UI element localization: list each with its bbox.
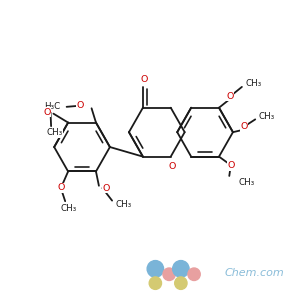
Text: O: O: [77, 101, 84, 110]
Text: O: O: [169, 162, 176, 171]
Text: H₃C: H₃C: [44, 102, 61, 111]
Text: O: O: [227, 161, 234, 170]
Circle shape: [149, 277, 161, 290]
Circle shape: [147, 261, 164, 277]
Text: O: O: [43, 108, 50, 117]
Circle shape: [175, 277, 187, 290]
Text: CH₃: CH₃: [258, 112, 274, 121]
Text: CH₃: CH₃: [46, 128, 62, 137]
Text: Chem.com: Chem.com: [224, 268, 284, 278]
Text: O: O: [240, 122, 247, 131]
Circle shape: [173, 261, 189, 277]
Text: O: O: [102, 184, 110, 193]
Text: CH₃: CH₃: [239, 178, 255, 187]
Text: O: O: [140, 75, 148, 84]
Text: CH₃: CH₃: [116, 200, 132, 209]
Text: O: O: [57, 183, 64, 192]
Circle shape: [188, 268, 200, 280]
Circle shape: [163, 268, 175, 280]
Text: O: O: [226, 92, 234, 101]
Text: CH₃: CH₃: [61, 204, 77, 213]
Text: CH₃: CH₃: [245, 79, 262, 88]
